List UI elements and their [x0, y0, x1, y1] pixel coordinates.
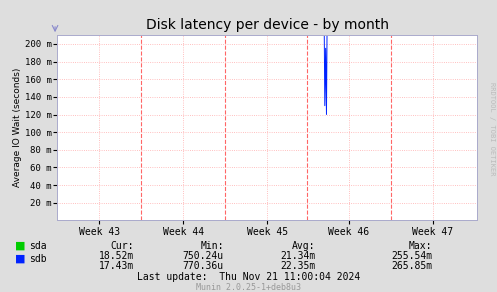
Text: 750.24u: 750.24u — [182, 251, 224, 261]
Text: 770.36u: 770.36u — [182, 261, 224, 271]
Text: RRDTOOL / TOBI OETIKER: RRDTOOL / TOBI OETIKER — [489, 82, 495, 175]
Text: 255.54m: 255.54m — [391, 251, 432, 261]
Text: 21.34m: 21.34m — [280, 251, 316, 261]
Y-axis label: Average IO Wait (seconds): Average IO Wait (seconds) — [13, 68, 22, 187]
Text: sda: sda — [29, 241, 46, 251]
Text: Munin 2.0.25-1+deb8u3: Munin 2.0.25-1+deb8u3 — [196, 283, 301, 292]
Text: ■: ■ — [15, 254, 25, 264]
Text: ■: ■ — [15, 241, 25, 251]
Text: Max:: Max: — [409, 241, 432, 251]
Text: Min:: Min: — [200, 241, 224, 251]
Text: 265.85m: 265.85m — [391, 261, 432, 271]
Title: Disk latency per device - by month: Disk latency per device - by month — [146, 18, 389, 32]
Text: Avg:: Avg: — [292, 241, 316, 251]
Text: 18.52m: 18.52m — [99, 251, 134, 261]
Text: Last update:  Thu Nov 21 11:00:04 2024: Last update: Thu Nov 21 11:00:04 2024 — [137, 272, 360, 281]
Text: 17.43m: 17.43m — [99, 261, 134, 271]
Text: Cur:: Cur: — [111, 241, 134, 251]
Text: sdb: sdb — [29, 254, 46, 264]
Text: 22.35m: 22.35m — [280, 261, 316, 271]
